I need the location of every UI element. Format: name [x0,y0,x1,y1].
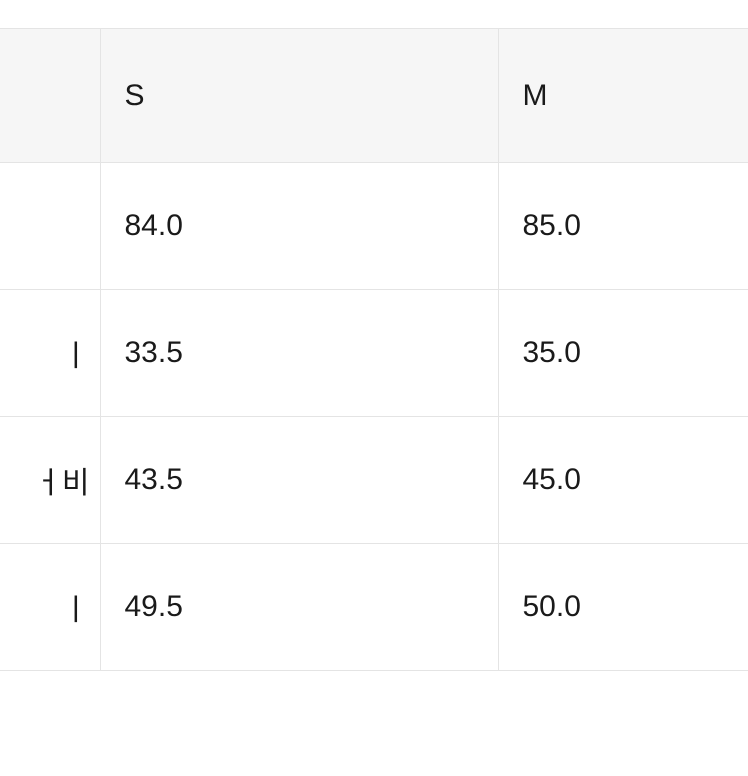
cell-m: 85.0 [498,163,748,290]
row-label: ㅓ비 [0,417,100,544]
row-label: ㅣ [0,290,100,417]
table-row: ㅣ 33.5 35.0 [0,290,748,417]
row-label [0,163,100,290]
cell-m: 45.0 [498,417,748,544]
cell-s: 84.0 [100,163,498,290]
cell-s: 43.5 [100,417,498,544]
header-cell-s: S [100,29,498,163]
row-label: ㅣ [0,544,100,671]
table-row: ㅣ 49.5 50.0 [0,544,748,671]
cell-s: 33.5 [100,290,498,417]
cell-s: 49.5 [100,544,498,671]
table-row: ㅓ비 43.5 45.0 [0,417,748,544]
cell-m: 50.0 [498,544,748,671]
size-table: S M 84.0 85.0 ㅣ 33.5 35.0 ㅓ비 43.5 45.0 ㅣ… [0,28,748,671]
table-row: 84.0 85.0 [0,163,748,290]
header-cell-m: M [498,29,748,163]
cell-m: 35.0 [498,290,748,417]
header-cell-label [0,29,100,163]
table-header-row: S M [0,29,748,163]
